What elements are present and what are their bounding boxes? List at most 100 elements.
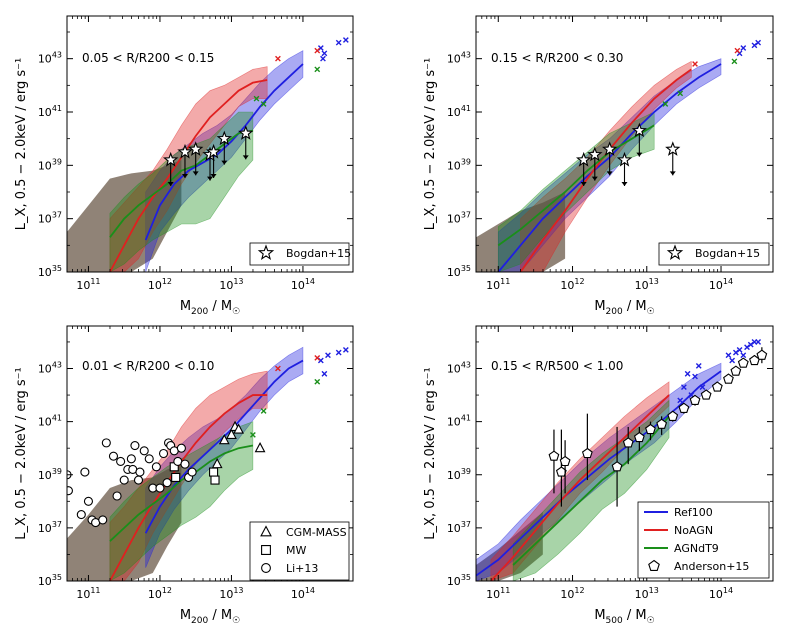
obs-circle (155, 483, 165, 493)
y-axis-label: L_X, 0.5 − 2.0keV / erg s⁻¹ (14, 58, 29, 230)
obs-star (188, 141, 204, 156)
overlap-band (67, 160, 182, 272)
y-axis-label: L_X, 0.5 − 2.0keV / erg s⁻¹ (14, 367, 29, 539)
obs-pentagon (700, 389, 712, 400)
y-tick-label: 1037 (447, 211, 471, 226)
obs-circle (176, 443, 186, 453)
cluster-cross (325, 352, 331, 359)
cluster-cross (250, 432, 256, 438)
legend-label: Li+13 (286, 562, 318, 575)
overlap-band (67, 464, 182, 581)
obs-star (587, 146, 603, 162)
line-agndt9 (497, 124, 655, 247)
y-tick-label: 1043 (38, 361, 62, 376)
cluster-cross (699, 384, 706, 390)
obs-pentagon (656, 418, 668, 429)
y-tick-label: 1041 (447, 104, 471, 119)
x-axis-label: M200 / M☉ (594, 299, 654, 317)
y-tick-label: 1039 (447, 157, 471, 172)
x-tick-label: 1014 (291, 277, 315, 292)
cluster-cross (734, 47, 741, 54)
x-tick-label: 1012 (148, 586, 172, 601)
cluster-cross (335, 349, 342, 356)
legend-label: CGM-MASS (286, 526, 347, 539)
obs-triangle (254, 442, 266, 453)
y-tick-label: 1041 (38, 414, 62, 429)
obs-pentagon (548, 450, 560, 461)
cluster-cross (695, 362, 702, 369)
line-noagn (109, 79, 268, 272)
cluster-cross (692, 61, 698, 67)
obs-circle (67, 486, 73, 496)
cluster-cross (677, 397, 684, 404)
obs-circle (130, 440, 140, 451)
cluster-cross (744, 344, 750, 351)
line-ref100 (476, 370, 722, 577)
cluster-cross (681, 384, 687, 390)
legend-box (249, 242, 350, 266)
legend: Bogdan+15 (249, 242, 351, 266)
obs-star (238, 125, 254, 140)
obs-circle (158, 448, 169, 459)
panel-top-left: 1011 1012 1013 1014 1035 1037 1039 1041 1043 M200… (14, 15, 354, 317)
legend: CGM-MASS MW Li+13 (249, 521, 350, 581)
line-agndt9 (109, 444, 254, 542)
upper-limit-arrowhead (207, 176, 213, 181)
obs-star (216, 130, 233, 146)
obs-circle (126, 454, 136, 464)
legend-label: Anderson+15 (674, 560, 749, 573)
y-tick-label: 1043 (447, 51, 471, 66)
x-tick-label: 1011 (76, 277, 100, 292)
y-tick-label: 1035 (447, 573, 471, 588)
band-ref100 (145, 346, 304, 568)
obs-square (209, 467, 219, 477)
y-tick-label: 1041 (38, 104, 62, 119)
cluster-cross (342, 37, 349, 43)
cluster-cross (260, 101, 267, 107)
upper-limit-arrowhead (621, 182, 628, 186)
y-tick-label: 1035 (38, 264, 62, 279)
radial-range-annotation: 0.15 < R/R200 < 0.30 (491, 51, 623, 65)
cluster-cross (677, 90, 684, 97)
plot-area (67, 346, 349, 581)
legend-label: MW (286, 544, 306, 557)
y-tick-label: 1039 (38, 467, 62, 482)
upper-limit-arrowhead (242, 155, 249, 160)
legend-label: AGNdT9 (674, 542, 719, 555)
x-axis-label: M200 / M☉ (180, 299, 240, 317)
obs-star (575, 151, 592, 167)
cluster-cross (751, 42, 758, 49)
cluster-cross (321, 50, 328, 57)
cluster-cross (684, 370, 691, 377)
legend-marker-triangle (260, 525, 272, 537)
x-tick-label: 1014 (709, 586, 733, 601)
cluster-cross (725, 352, 732, 359)
legend-marker-square (261, 545, 271, 555)
legend-box (658, 242, 770, 266)
legend-marker-star (666, 244, 684, 260)
plot-area (476, 339, 768, 581)
upper-limit-arrowhead (181, 174, 188, 178)
legend-label: Ref100 (674, 506, 713, 519)
cluster-cross (736, 347, 743, 353)
upper-limit-arrowhead (669, 171, 676, 176)
cluster-cross (314, 354, 321, 361)
upper-limit-arrowhead (606, 171, 613, 176)
x-tick-label: 1013 (635, 277, 659, 292)
upper-limit-arrowhead (580, 182, 587, 186)
y-tick-label: 1037 (38, 211, 62, 226)
y-axis-label: L_X, 0.5 − 2.0keV / erg s⁻¹ (423, 367, 438, 539)
obs-circle (116, 456, 126, 467)
obs-pentagon (559, 455, 571, 467)
obs-pentagon (667, 410, 679, 421)
obs-pentagon (723, 373, 734, 384)
obs-pentagon (737, 357, 749, 368)
obs-star (602, 141, 618, 156)
legend: Ref100 NoAGN AGNdT9 Anderson+15 (637, 501, 770, 579)
panel-top-right: 1011 1012 1013 1014 1035 1037 1039 1041 1043 M200… (423, 15, 774, 317)
radial-range-annotation: 0.05 < R/R200 < 0.15 (82, 51, 214, 65)
obs-pentagon (756, 349, 768, 360)
x-tick-label: 1014 (709, 277, 733, 292)
cluster-cross (275, 365, 281, 372)
radial-range-annotation: 0.01 < R/R200 < 0.10 (82, 359, 214, 373)
